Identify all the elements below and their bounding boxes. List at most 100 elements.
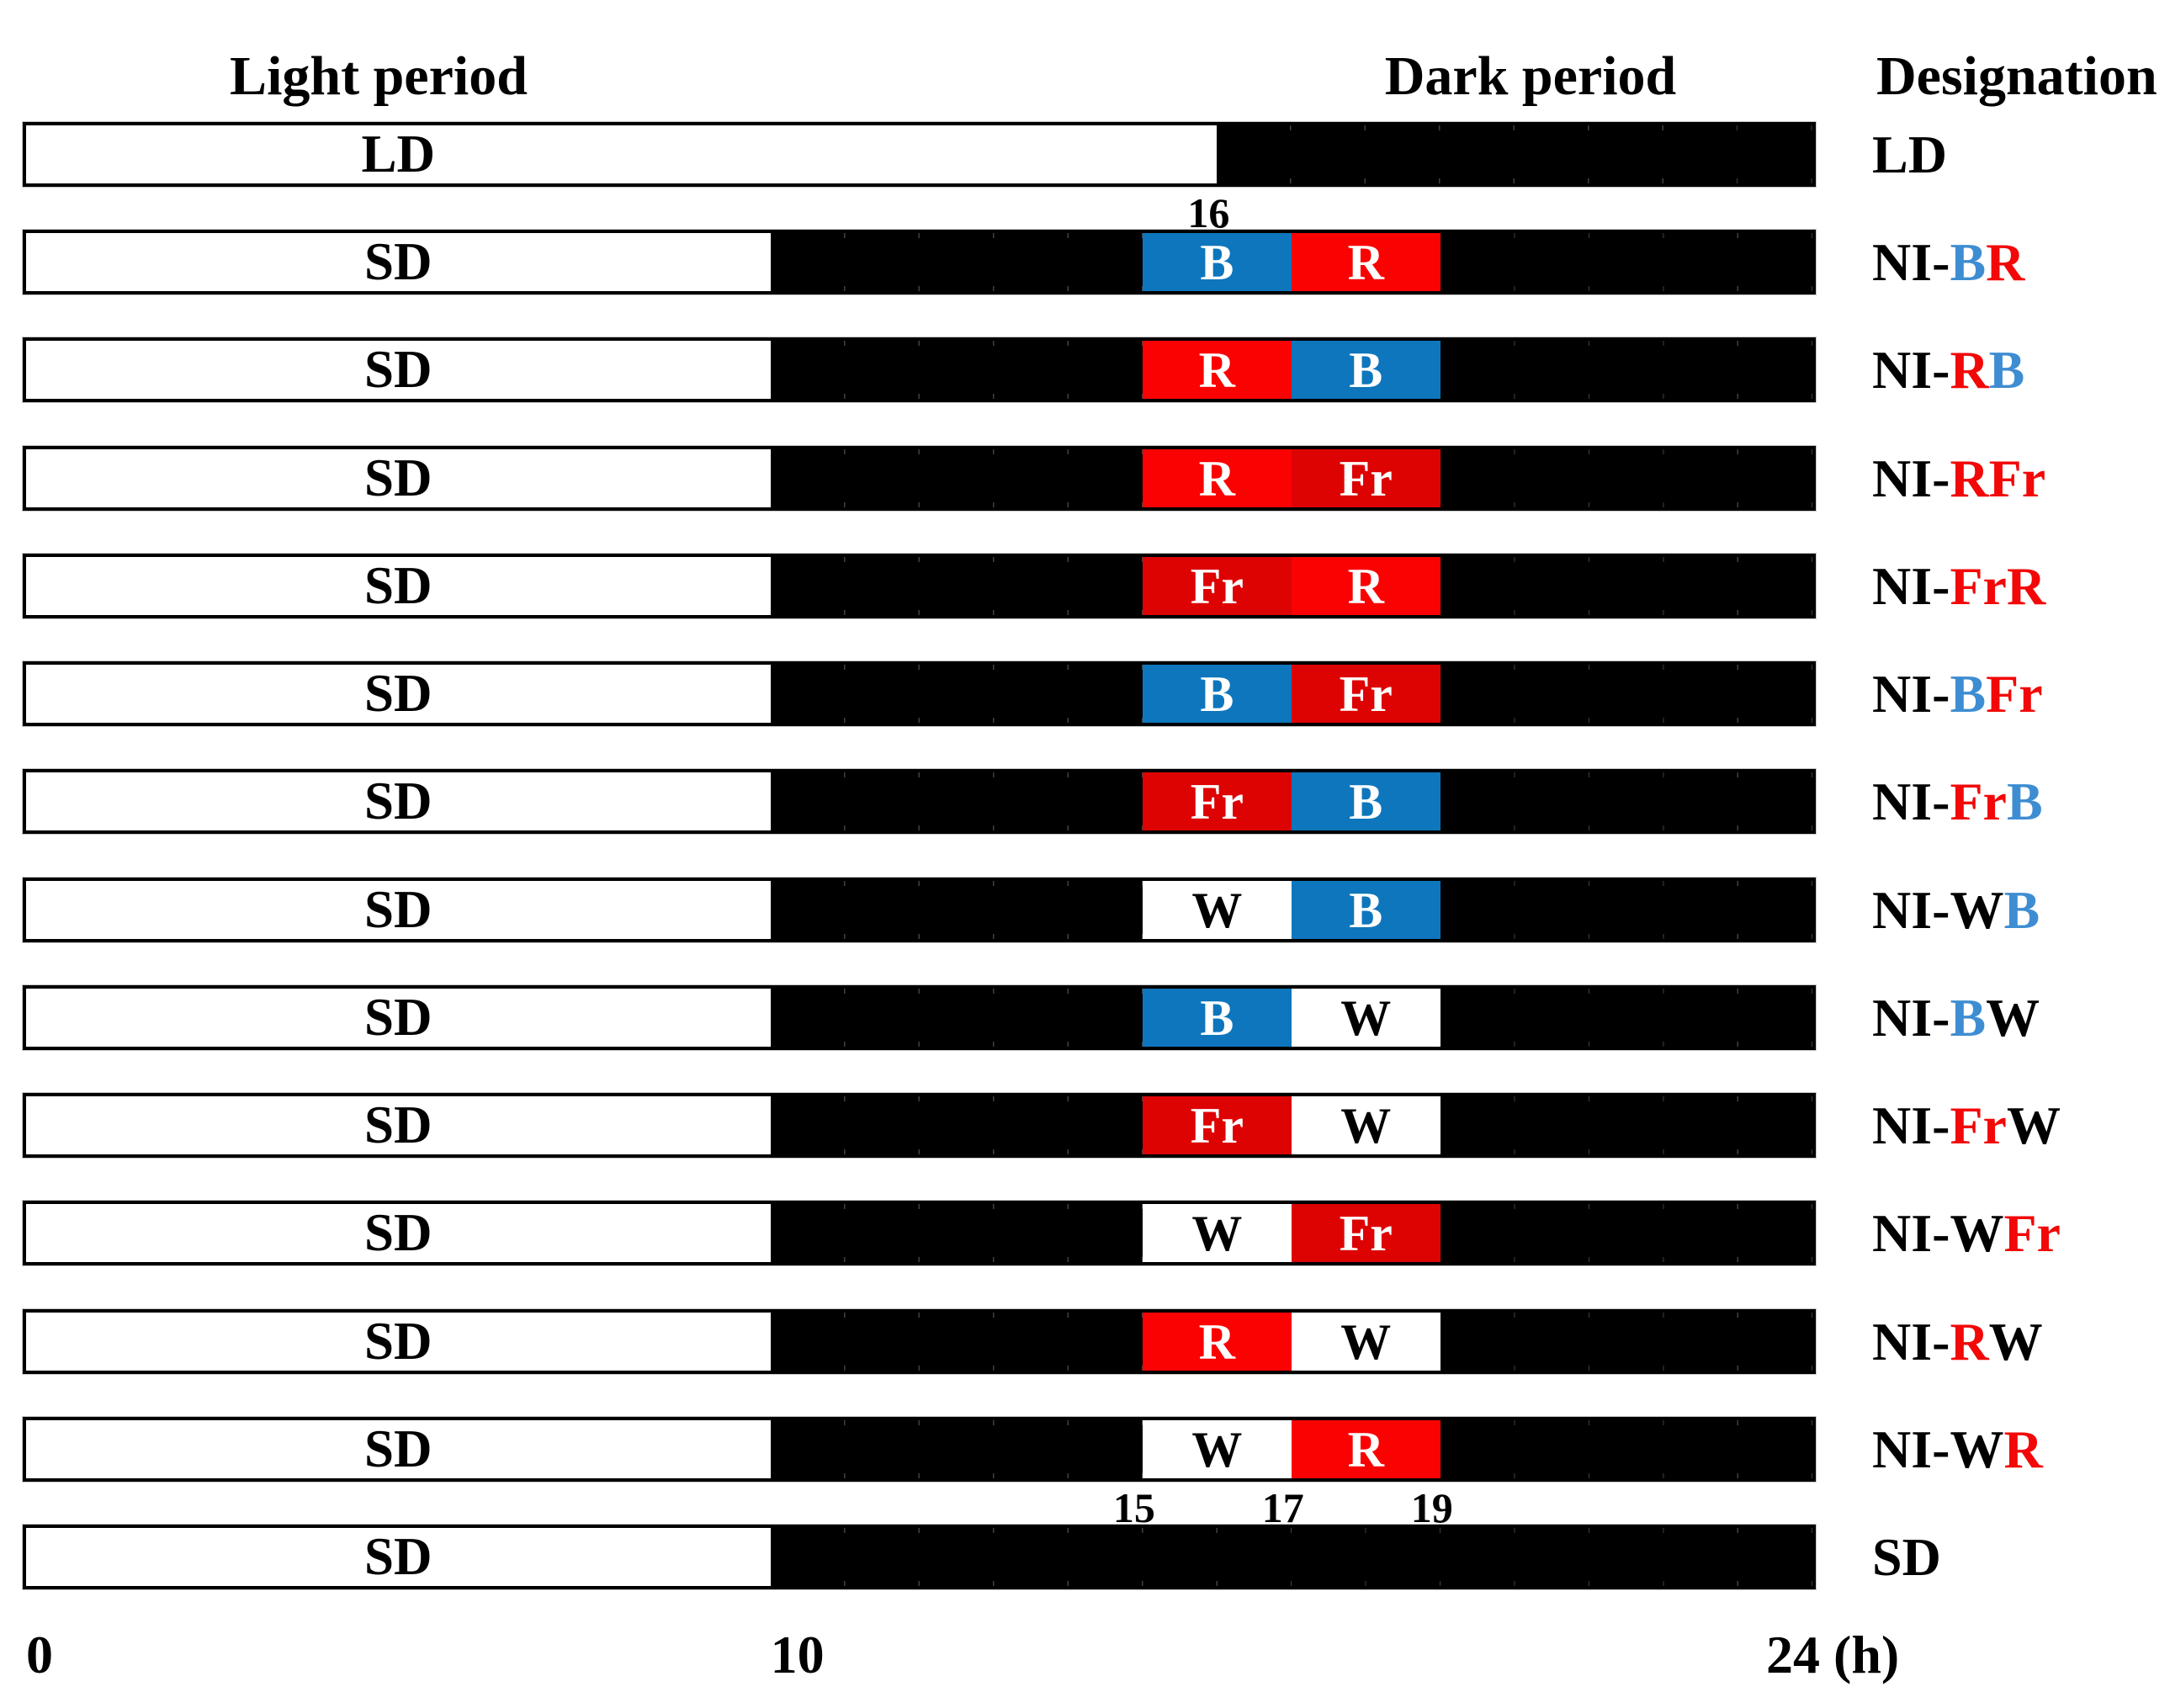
light-period-segment (26, 1096, 771, 1154)
ni-segment-fr: Fr (1291, 665, 1440, 723)
light-period-segment (26, 233, 771, 291)
light-period-segment (26, 125, 1218, 183)
designation-part: Fr (2003, 1202, 2061, 1263)
ni-segment-b: B (1142, 989, 1292, 1047)
designation-part: R (1950, 339, 1989, 400)
designation-part: R (1986, 231, 2025, 292)
bar-inline-label: SD (364, 880, 432, 939)
segment-letter: Fr (1190, 558, 1244, 614)
designation-part: R (2006, 555, 2046, 616)
designation-part: NI- (1872, 1202, 1950, 1263)
designation-part: NI- (1872, 555, 1950, 616)
bar-inline-label: SD (364, 664, 432, 723)
schedule-bar: Fr R SD (23, 554, 1816, 618)
designation-part: NI- (1872, 339, 1950, 400)
segment-letter: W (1191, 882, 1243, 938)
segment-letter: B (1349, 773, 1383, 830)
axis-tick-label-24: 24 (h) (1766, 1625, 1900, 1684)
ni-segment-b: B (1142, 665, 1292, 723)
segment-letter: R (1198, 342, 1235, 398)
light-period-segment (26, 1313, 771, 1371)
schedule-bar: SD (23, 1525, 1816, 1589)
designation-label: NI- B R (1872, 230, 2024, 294)
hour-marker-19: 19 (1410, 1484, 1453, 1531)
column-header-light-period: Light period (230, 45, 528, 107)
designation-label: NI- B W (1872, 985, 2040, 1050)
dark-period-segment (1217, 125, 1812, 183)
schedule-bar: R Fr SD (23, 446, 1816, 511)
schedule-bar: R W SD (23, 1309, 1816, 1374)
ni-segment-fr: Fr (1142, 557, 1292, 615)
designation-part: W (1986, 987, 2040, 1048)
bar-inline-label: SD (364, 1095, 432, 1154)
bar-inline-label: LD (361, 125, 436, 183)
bar-inline-label: SD (364, 232, 432, 291)
light-period-segment (26, 1528, 771, 1586)
designation-part: NI- (1872, 1311, 1950, 1371)
designation-part: NI- (1872, 771, 1950, 831)
designation-part: Fr (1950, 1095, 2007, 1155)
ni-segment-fr: Fr (1142, 772, 1292, 830)
ni-segment-w: W (1291, 1313, 1440, 1371)
segment-letter: W (1340, 1097, 1392, 1154)
axis-tick-label-10: 10 (770, 1625, 825, 1684)
column-header-dark-period: Dark period (1384, 45, 1677, 107)
ni-segment-fr: Fr (1142, 1096, 1292, 1154)
segment-letter: R (1198, 1313, 1235, 1370)
schedule-bar: Fr W SD (23, 1093, 1816, 1158)
ni-segment-fr: Fr (1291, 449, 1440, 507)
light-period-segment (26, 665, 771, 723)
designation-label: NI- W B (1872, 878, 2040, 942)
ni-segment-b: B (1142, 233, 1292, 291)
designation-part: Fr (1950, 771, 2007, 831)
designation-label: NI- R W (1872, 1309, 2043, 1374)
designation-part: NI- (1872, 663, 1950, 724)
designation-part: LD (1872, 124, 1947, 184)
designation-part: W (2006, 1095, 2061, 1155)
ni-segment-w: W (1291, 1096, 1440, 1154)
hour-marker-16: 16 (1187, 189, 1230, 236)
designation-part: W (1950, 879, 2004, 940)
designation-part: B (1950, 987, 1987, 1048)
segment-letter: Fr (1190, 1097, 1244, 1154)
hour-marker-17: 17 (1261, 1484, 1304, 1531)
light-period-segment (26, 989, 771, 1047)
designation-label: NI- R B (1872, 337, 2024, 402)
segment-letter: Fr (1339, 666, 1393, 722)
light-period-segment (26, 449, 771, 507)
bar-inline-label: SD (364, 448, 432, 507)
schedule-bar: B Fr SD (23, 661, 1816, 726)
ni-segment-r: R (1291, 233, 1440, 291)
schedule-bar: W R SD (23, 1417, 1816, 1482)
designation-part: R (1950, 1311, 1989, 1371)
ni-segment-b: B (1291, 772, 1440, 830)
designation-part: NI- (1872, 1095, 1950, 1155)
designation-label: NI- B Fr (1872, 661, 2043, 726)
segment-letter: Fr (1190, 773, 1244, 830)
ni-segment-r: R (1291, 557, 1440, 615)
designation-part: B (1950, 231, 1987, 292)
schedule-bar: Fr B SD (23, 769, 1816, 834)
light-period-segment (26, 1420, 771, 1478)
segment-letter: B (1200, 666, 1234, 722)
schedule-bar: W B SD (23, 878, 1816, 942)
bar-inline-label: SD (364, 772, 432, 830)
designation-part: B (2006, 771, 2043, 831)
designation-part: Fr (1988, 448, 2046, 508)
bar-inline-label: SD (364, 1312, 432, 1371)
light-period-segment (26, 1204, 771, 1262)
segment-letter: W (1340, 989, 1392, 1046)
light-period-segment (26, 341, 771, 399)
ni-segment-r: R (1291, 1420, 1440, 1478)
segment-letter: B (1349, 882, 1383, 938)
designation-part: Fr (1950, 555, 2007, 616)
bar-inline-label: SD (364, 1527, 432, 1586)
designation-part: NI- (1872, 231, 1950, 292)
designation-part: Fr (1986, 663, 2043, 724)
designation-label: NI- Fr B (1872, 769, 2043, 834)
ni-segment-b: B (1291, 341, 1440, 399)
schedule-bar: R B SD (23, 337, 1816, 402)
segment-letter: W (1191, 1421, 1243, 1477)
designation-part: B (1988, 339, 2025, 400)
designation-label: NI- Fr W (1872, 1093, 2061, 1158)
